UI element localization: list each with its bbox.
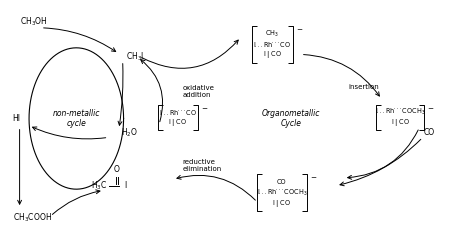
Text: CO: CO — [424, 128, 435, 137]
Text: H$_3$C: H$_3$C — [91, 179, 108, 192]
Text: non-metallic
cycle: non-metallic cycle — [53, 109, 100, 128]
Text: $-$: $-$ — [310, 173, 317, 179]
Text: HI: HI — [12, 114, 20, 123]
Text: I$\;|\;$CO: I$\;|\;$CO — [391, 117, 410, 128]
Text: I$_{\cdot\cdot\cdot}$Rh$^{\cdot\cdot\cdot}$COCH$_3$: I$_{\cdot\cdot\cdot}$Rh$^{\cdot\cdot\cdo… — [257, 188, 307, 198]
Text: I$\;|\;$CO: I$\;|\;$CO — [168, 117, 187, 128]
Text: I$\;|\;$CO: I$\;|\;$CO — [263, 49, 282, 60]
Text: I: I — [124, 181, 126, 190]
Text: H$_2$O: H$_2$O — [121, 126, 138, 139]
Text: CH$_3$: CH$_3$ — [265, 29, 279, 39]
Text: $-$: $-$ — [296, 25, 303, 31]
Text: oxidative
addition: oxidative addition — [182, 85, 215, 98]
Text: I$_{\cdot\cdot\cdot}$Rh$^{\cdot\cdot\cdot}$CO: I$_{\cdot\cdot\cdot}$Rh$^{\cdot\cdot\cdo… — [254, 40, 292, 48]
Text: Organometallic
Cycle: Organometallic Cycle — [262, 109, 320, 128]
Text: I$\;|\;$CO: I$\;|\;$CO — [273, 198, 292, 209]
Text: I$_{\cdot\cdot\cdot}$Rh$^{\cdot\cdot\cdot}$COCH$_3$: I$_{\cdot\cdot\cdot}$Rh$^{\cdot\cdot\cdo… — [375, 107, 425, 117]
Text: O: O — [114, 165, 120, 174]
Text: insertion: insertion — [348, 84, 379, 90]
Text: CH$_3$OH: CH$_3$OH — [19, 16, 47, 28]
Text: CH$_3$COOH: CH$_3$COOH — [12, 211, 52, 224]
Text: $-$: $-$ — [201, 104, 209, 110]
Text: $-$: $-$ — [427, 104, 434, 110]
Text: reductive
elimination: reductive elimination — [182, 159, 222, 172]
Text: CO: CO — [277, 179, 287, 185]
Text: CH$_3$I: CH$_3$I — [126, 51, 144, 64]
Text: I$_{\cdot\cdot\cdot}$Rh$^{\cdot\cdot\cdot}$CO: I$_{\cdot\cdot\cdot}$Rh$^{\cdot\cdot\cdo… — [159, 108, 197, 116]
